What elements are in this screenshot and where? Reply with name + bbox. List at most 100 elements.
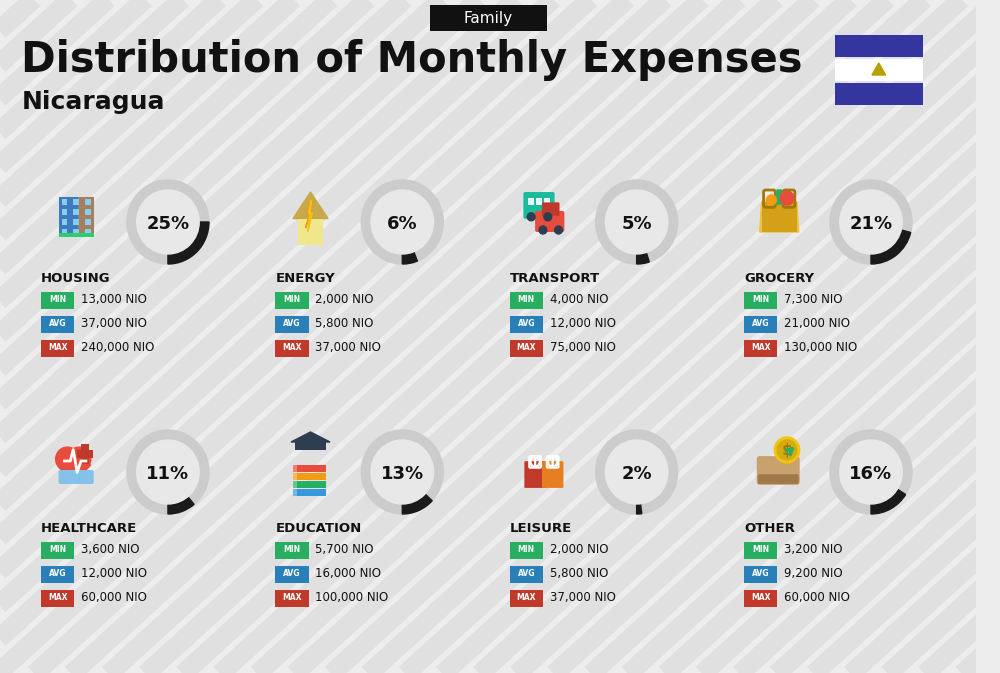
Circle shape (774, 437, 800, 463)
FancyBboxPatch shape (510, 316, 543, 332)
FancyBboxPatch shape (275, 339, 309, 357)
Text: 3,200 NIO: 3,200 NIO (784, 544, 843, 557)
Text: MAX: MAX (282, 343, 302, 353)
Text: 25%: 25% (146, 215, 190, 233)
Text: MAX: MAX (48, 594, 67, 602)
Text: Family: Family (464, 11, 513, 26)
FancyBboxPatch shape (744, 590, 777, 606)
FancyBboxPatch shape (293, 481, 326, 488)
Circle shape (555, 226, 562, 234)
Text: TRANSPORT: TRANSPORT (510, 271, 600, 285)
FancyBboxPatch shape (523, 192, 555, 219)
Text: 2,000 NIO: 2,000 NIO (315, 293, 374, 306)
FancyBboxPatch shape (298, 219, 323, 245)
Circle shape (596, 180, 678, 264)
Text: AVG: AVG (283, 569, 301, 579)
Text: 21,000 NIO: 21,000 NIO (784, 318, 850, 330)
Text: AVG: AVG (518, 320, 535, 328)
Circle shape (840, 440, 902, 504)
Text: 12,000 NIO: 12,000 NIO (550, 318, 616, 330)
Text: MAX: MAX (517, 594, 536, 602)
Text: 21%: 21% (849, 215, 893, 233)
Text: MAX: MAX (751, 343, 770, 353)
FancyBboxPatch shape (41, 339, 74, 357)
FancyBboxPatch shape (293, 472, 297, 480)
FancyBboxPatch shape (293, 464, 326, 472)
Text: ENERGY: ENERGY (275, 271, 335, 285)
FancyBboxPatch shape (275, 542, 309, 559)
Circle shape (539, 226, 547, 234)
Text: 9,200 NIO: 9,200 NIO (784, 567, 843, 581)
Circle shape (544, 213, 552, 221)
Polygon shape (58, 465, 91, 482)
Polygon shape (774, 190, 784, 204)
Circle shape (127, 430, 209, 514)
Text: Distribution of Monthly Expenses: Distribution of Monthly Expenses (21, 39, 803, 81)
Circle shape (830, 180, 912, 264)
FancyBboxPatch shape (430, 5, 547, 31)
Circle shape (830, 430, 912, 514)
FancyBboxPatch shape (762, 202, 797, 232)
Wedge shape (168, 497, 194, 514)
FancyBboxPatch shape (73, 209, 79, 215)
Text: 37,000 NIO: 37,000 NIO (81, 318, 147, 330)
FancyBboxPatch shape (528, 198, 534, 205)
Circle shape (371, 190, 434, 254)
Text: 60,000 NIO: 60,000 NIO (784, 592, 850, 604)
FancyBboxPatch shape (835, 35, 923, 57)
FancyBboxPatch shape (542, 203, 560, 216)
Text: 5,700 NIO: 5,700 NIO (315, 544, 374, 557)
Text: HEALTHCARE: HEALTHCARE (41, 522, 137, 534)
Text: MIN: MIN (283, 295, 301, 304)
Circle shape (361, 180, 443, 264)
Text: AVG: AVG (518, 569, 535, 579)
Text: 2%: 2% (621, 465, 652, 483)
Text: 130,000 NIO: 130,000 NIO (784, 341, 857, 355)
FancyBboxPatch shape (293, 481, 297, 488)
FancyBboxPatch shape (510, 565, 543, 583)
Text: 75,000 NIO: 75,000 NIO (550, 341, 616, 355)
Circle shape (361, 430, 443, 514)
Text: 37,000 NIO: 37,000 NIO (315, 341, 381, 355)
Circle shape (371, 440, 434, 504)
FancyBboxPatch shape (59, 197, 94, 235)
Wedge shape (871, 489, 906, 514)
Circle shape (605, 440, 668, 504)
Text: MIN: MIN (752, 295, 769, 304)
Circle shape (767, 195, 776, 205)
Text: 7,300 NIO: 7,300 NIO (784, 293, 843, 306)
FancyBboxPatch shape (41, 590, 74, 606)
Text: MAX: MAX (282, 594, 302, 602)
FancyBboxPatch shape (73, 199, 79, 205)
FancyBboxPatch shape (757, 456, 800, 485)
Circle shape (777, 440, 797, 460)
FancyBboxPatch shape (544, 198, 550, 205)
Text: AVG: AVG (49, 320, 66, 328)
FancyBboxPatch shape (536, 198, 542, 205)
FancyBboxPatch shape (744, 542, 777, 559)
FancyBboxPatch shape (275, 565, 309, 583)
Text: 12,000 NIO: 12,000 NIO (81, 567, 147, 581)
FancyBboxPatch shape (77, 450, 93, 458)
Text: EDUCATION: EDUCATION (275, 522, 362, 534)
FancyBboxPatch shape (744, 565, 777, 583)
Text: 13,000 NIO: 13,000 NIO (81, 293, 147, 306)
FancyBboxPatch shape (744, 339, 777, 357)
FancyBboxPatch shape (41, 291, 74, 308)
Text: 11%: 11% (146, 465, 190, 483)
Text: AVG: AVG (49, 569, 66, 579)
Text: MIN: MIN (518, 546, 535, 555)
Circle shape (67, 447, 91, 471)
Polygon shape (291, 432, 330, 442)
Text: $: $ (782, 444, 792, 458)
Text: GROCERY: GROCERY (744, 271, 814, 285)
Polygon shape (293, 192, 328, 219)
FancyBboxPatch shape (78, 197, 94, 235)
Text: MAX: MAX (751, 594, 770, 602)
Text: 5,800 NIO: 5,800 NIO (315, 318, 374, 330)
FancyBboxPatch shape (41, 316, 74, 332)
Text: MIN: MIN (49, 546, 66, 555)
Text: 16,000 NIO: 16,000 NIO (315, 567, 381, 581)
Circle shape (137, 190, 199, 254)
FancyBboxPatch shape (835, 83, 923, 105)
